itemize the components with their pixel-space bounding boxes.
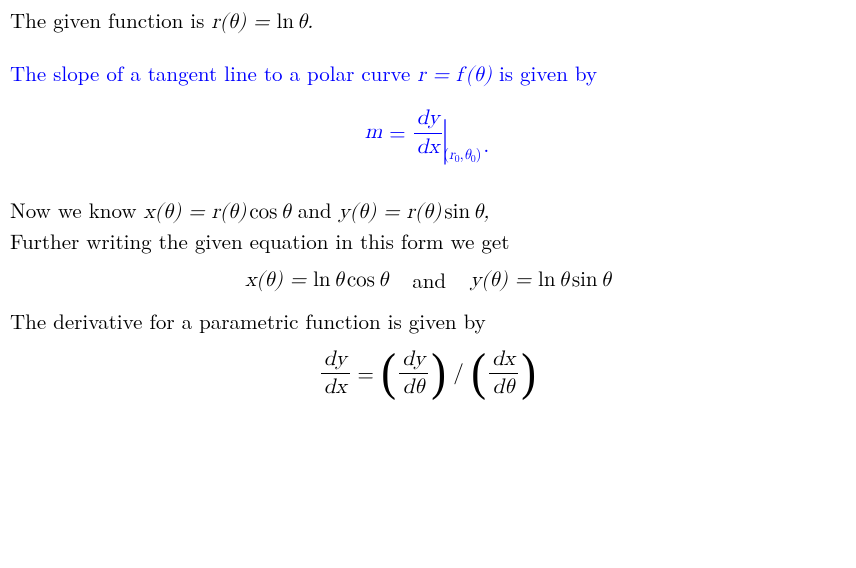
eq1-evalpoint: (r0,θ0) (443, 146, 481, 163)
eq-slope-def: m = dy dx | (r0,θ0) . (10, 106, 846, 159)
text-given: The given function is (10, 5, 211, 35)
line-2-blue: The slope of a tangent line to a polar c… (10, 61, 846, 88)
eq3-equals: = (353, 361, 379, 386)
eq3-frac2: dy dθ (399, 347, 428, 400)
eq3-f3-den: dθ (489, 373, 518, 400)
eq1-dot: . (483, 132, 489, 157)
eq3-f2-den: dθ (399, 373, 428, 400)
eq1-num: dy (414, 106, 443, 132)
eq1-equals: = (384, 120, 410, 145)
line-3: Now we know x(θ) = r(θ)cosθ and y(θ) = r… (10, 198, 846, 225)
eq3-f2-num: dy (399, 347, 428, 373)
eq3-frac1: dy dx (321, 347, 350, 400)
line-5: The derivative for a parametric function… (10, 309, 846, 334)
eq1-m: m (365, 120, 383, 145)
math-x-of-theta: x(θ) = r(θ)cosθ (144, 202, 291, 223)
eq3-slash: / (448, 361, 469, 386)
eq2-x: x(θ) = lnθcosθ (245, 268, 388, 293)
eq3-rparen2: ) (521, 347, 536, 399)
line-4: Further writing the given equation in th… (10, 229, 846, 254)
eq3-lparen1: ( (381, 347, 396, 399)
eq3-f1-den: dx (321, 373, 350, 400)
eq3-rparen1: ) (431, 347, 446, 399)
math-r-f: r = f(θ) (417, 65, 492, 86)
eq2-y: y(θ) = lnθsinθ (470, 268, 611, 293)
eq1-den: dx (414, 133, 443, 160)
math-r-def: r(θ) = lnθ. (211, 12, 313, 33)
eq-dy-dx-param: dy dx = ( dy dθ ) / ( dx dθ ) (10, 347, 846, 400)
text-now-we-know: Now we know (10, 195, 144, 225)
eq3-frac3: dx dθ (489, 347, 518, 400)
text-further: Further writing the given equation in th… (10, 226, 509, 256)
text-is-given: is given by (492, 58, 597, 88)
text-derivative-param: The derivative for a parametric function… (10, 306, 486, 336)
text-slope: The slope of a tangent line to a polar c… (10, 58, 417, 88)
text-and-1: and (291, 195, 339, 225)
eq3-f3-num: dx (489, 347, 518, 373)
eq-xy-ln: x(θ) = lnθcosθ and y(θ) = lnθsinθ (10, 268, 846, 293)
eq1-frac: dy dx (414, 106, 443, 159)
line-1: The given function is r(θ) = lnθ. (10, 8, 846, 35)
math-y-of-theta: y(θ) = r(θ)sinθ, (339, 202, 490, 223)
eq2-and: and (412, 268, 446, 293)
eq3-lparen2: ( (471, 347, 486, 399)
eq3-f1-num: dy (321, 347, 350, 373)
